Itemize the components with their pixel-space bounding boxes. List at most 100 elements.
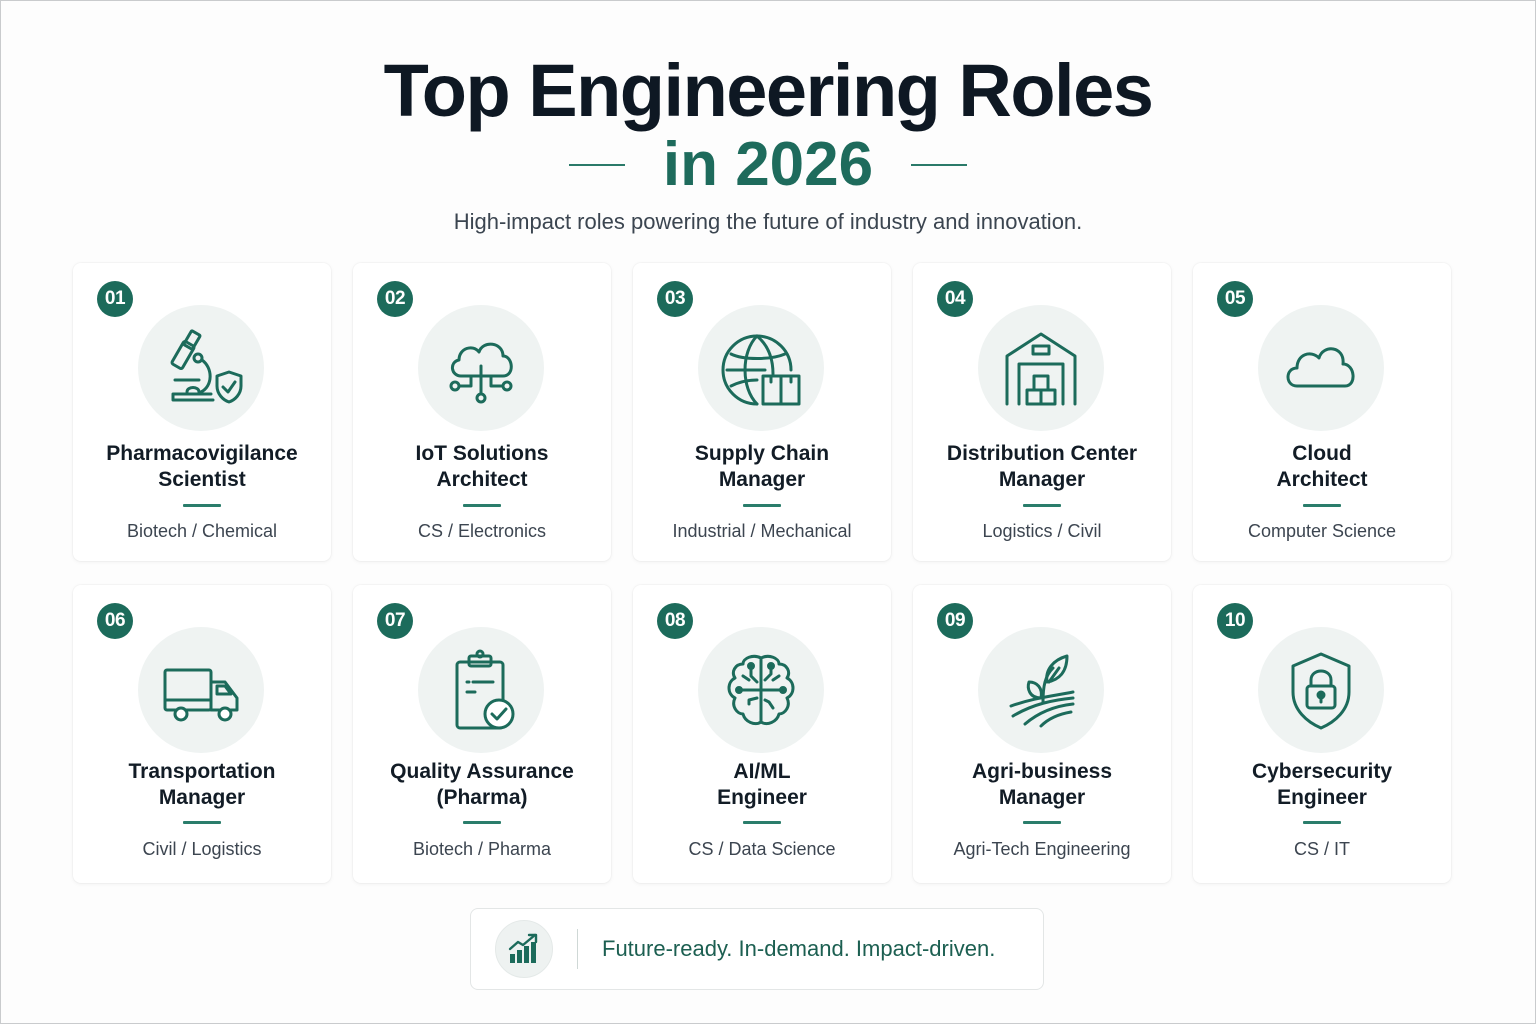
role-title-line2: Scientist: [158, 468, 246, 491]
cloud-network-icon: [449, 342, 513, 404]
role-title-line2: Manager: [718, 468, 806, 491]
role-title: Transportation Manager: [73, 759, 331, 811]
rank-badge: 10: [1217, 603, 1253, 639]
year-row: in 2026: [1, 129, 1535, 201]
role-title-line1: Transportation: [128, 760, 276, 783]
globe-box-icon: [721, 334, 801, 406]
role-field: Industrial / Mechanical: [672, 521, 852, 541]
accent-rule: [183, 821, 221, 824]
role-title-line1: IoT Solutions: [415, 442, 549, 465]
role-card: 03 Supply Chain Manager Industrial / Mec…: [633, 263, 891, 561]
role-title-line2: Engineer: [1277, 786, 1367, 809]
role-title: Supply Chain Manager: [633, 441, 891, 493]
role-title-line2: Manager: [998, 786, 1086, 809]
role-field: Biotech / Chemical: [126, 521, 278, 541]
year-heading: in 2026: [662, 130, 874, 199]
microscope-shield-icon: [170, 329, 243, 404]
role-title-line2: (Pharma): [436, 786, 528, 809]
role-title-line2: Architect: [436, 468, 528, 491]
role-field: Agri-Tech Engineering: [953, 839, 1131, 859]
role-field: CS / Data Science: [688, 839, 836, 859]
role-card: 06 Transportation Manager Civil / Logist…: [73, 585, 331, 883]
role-title-line1: Cloud: [1292, 442, 1352, 465]
accent-rule: [1303, 821, 1341, 824]
icon-circle: [138, 627, 264, 753]
role-card: 10 Cybersecurity Engineer CS / IT: [1193, 585, 1451, 883]
accent-rule: [1303, 504, 1341, 507]
accent-rule: [1023, 821, 1061, 824]
icon-circle: [1258, 305, 1384, 431]
role-title-line1: AI/ML: [733, 760, 791, 783]
rank-badge: 01: [97, 281, 133, 317]
clipboard-check-icon: [455, 649, 515, 730]
accent-rule: [1023, 504, 1061, 507]
role-title-line1: Distribution Center: [946, 442, 1138, 465]
rank-badge: 02: [377, 281, 413, 317]
role-card: 02 IoT Solutions Architect CS / Electron…: [353, 263, 611, 561]
rank-badge: 08: [657, 603, 693, 639]
icon-circle: [418, 627, 544, 753]
role-title-line2: Manager: [158, 786, 246, 809]
icon-circle: [978, 627, 1104, 753]
role-title-line2: Architect: [1276, 468, 1368, 491]
tagline: High-impact roles powering the future of…: [453, 209, 1083, 234]
rank-badge: 09: [937, 603, 973, 639]
role-card: 05 Cloud Architect Computer Science: [1193, 263, 1451, 561]
role-title: Cloud Architect: [1193, 441, 1451, 493]
role-card: 01 Pharmacovigilance Scientist Biotech /…: [73, 263, 331, 561]
icon-circle: [698, 627, 824, 753]
accent-rule: [463, 821, 501, 824]
truck-icon: [163, 668, 239, 722]
accent-rule: [743, 821, 781, 824]
role-title: IoT Solutions Architect: [353, 441, 611, 493]
accent-rule: [463, 504, 501, 507]
role-card: 09 Agri-business Manager Agri-Tech Engin…: [913, 585, 1171, 883]
right-rule: [911, 164, 968, 166]
warehouse-icon: [1005, 332, 1077, 406]
icon-circle: [978, 305, 1104, 431]
cloud-icon: [1286, 347, 1355, 388]
rank-badge: 03: [657, 281, 693, 317]
role-title-line2: Manager: [998, 468, 1086, 491]
role-title-line1: Cybersecurity: [1251, 760, 1393, 783]
rank-badge: 05: [1217, 281, 1253, 317]
role-field: CS / Electronics: [417, 521, 547, 541]
role-field: Biotech / Pharma: [412, 839, 552, 859]
roles-grid: 01 Pharmacovigilance Scientist Biotech /…: [73, 263, 1463, 883]
icon-circle: [698, 305, 824, 431]
role-title: Distribution Center Manager: [913, 441, 1171, 493]
footer-banner: Future-ready. In-demand. Impact-driven.: [470, 908, 1044, 990]
role-title-line1: Supply Chain: [694, 442, 830, 465]
footer-icon-circle: [495, 920, 553, 978]
rank-badge: 06: [97, 603, 133, 639]
icon-circle: [138, 305, 264, 431]
footer-divider: [577, 929, 578, 969]
role-title-line1: Agri-business: [971, 760, 1113, 783]
footer-text: Future-ready. In-demand. Impact-driven.: [602, 936, 996, 961]
icon-circle: [1258, 627, 1384, 753]
role-title-line1: Quality Assurance: [390, 760, 574, 783]
shield-lock-icon: [1291, 652, 1351, 730]
role-title: AI/ML Engineer: [633, 759, 891, 811]
role-title: Agri-business Manager: [913, 759, 1171, 811]
role-title-line2: Engineer: [717, 786, 807, 809]
left-rule: [568, 164, 625, 166]
rank-badge: 04: [937, 281, 973, 317]
role-card: 04 Distribution Center Manager Logistics…: [913, 263, 1171, 561]
accent-rule: [743, 504, 781, 507]
sprout-field-icon: [1009, 654, 1075, 728]
brain-circuit-icon: [727, 654, 795, 726]
role-field: Computer Science: [1247, 521, 1397, 541]
role-card: 08 AI/ML Engineer C: [633, 585, 891, 883]
growth-chart-icon: [508, 933, 538, 963]
page-title: Top Engineering Roles: [383, 49, 1154, 132]
rank-badge: 07: [377, 603, 413, 639]
role-title: Quality Assurance (Pharma): [353, 759, 611, 811]
role-title-line1: Pharmacovigilance: [106, 442, 298, 465]
role-field: Logistics / Civil: [982, 521, 1102, 541]
role-field: CS / IT: [1293, 839, 1350, 859]
role-title: Pharmacovigilance Scientist: [73, 441, 331, 493]
role-card: 07 Quality Assurance (Pharma) Biotech / …: [353, 585, 611, 883]
role-title: Cybersecurity Engineer: [1193, 759, 1451, 811]
icon-circle: [418, 305, 544, 431]
